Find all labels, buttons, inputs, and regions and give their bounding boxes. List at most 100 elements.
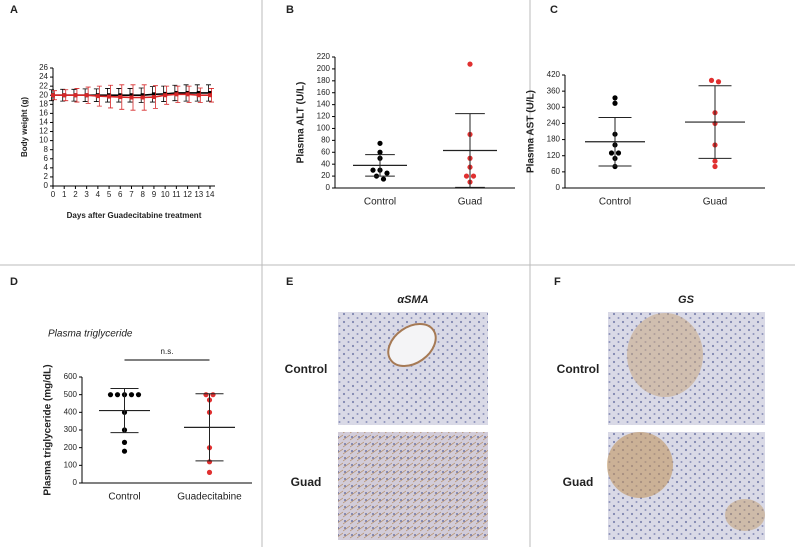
point bbox=[208, 93, 212, 98]
y-tick-label: 22 bbox=[39, 81, 48, 90]
y-tick-label: 4 bbox=[44, 163, 49, 172]
y-tick-label: 300 bbox=[64, 425, 78, 434]
image bbox=[627, 313, 703, 397]
y-tick-label: 120 bbox=[317, 112, 331, 121]
dot bbox=[121, 448, 128, 454]
y-tick-label: 0 bbox=[326, 183, 331, 192]
dot bbox=[715, 79, 722, 85]
x-tick-label: Control bbox=[108, 492, 140, 503]
y-tick-label: 0 bbox=[44, 181, 49, 190]
dot bbox=[370, 167, 376, 173]
x-tick-label: 4 bbox=[96, 190, 101, 199]
y-tick-label: 16 bbox=[39, 108, 48, 117]
y-tick-label: 26 bbox=[39, 63, 48, 72]
dot bbox=[107, 392, 114, 398]
image bbox=[387, 323, 437, 367]
y-tick-label: 0 bbox=[556, 183, 561, 192]
y-tick-label: 240 bbox=[547, 119, 561, 128]
point bbox=[107, 94, 112, 99]
x-tick-label: 1 bbox=[62, 190, 67, 199]
point bbox=[196, 93, 201, 98]
y-axis-label: Plasma triglyceride (mg/dL) bbox=[43, 364, 54, 495]
dot bbox=[612, 95, 618, 101]
row-label: Guad bbox=[291, 475, 322, 489]
y-tick-label: 18 bbox=[39, 99, 48, 108]
y-tick-label: 40 bbox=[321, 159, 330, 168]
y-tick-label: 120 bbox=[547, 151, 561, 160]
point bbox=[208, 90, 212, 95]
x-tick-label: 7 bbox=[129, 190, 134, 199]
x-tick-label: 0 bbox=[51, 190, 56, 199]
dot bbox=[203, 392, 209, 398]
dot bbox=[380, 176, 387, 182]
x-tick-label: 8 bbox=[140, 190, 145, 199]
dot bbox=[377, 140, 383, 146]
x-tick-label: Guad bbox=[703, 197, 727, 208]
dot bbox=[128, 392, 135, 398]
point bbox=[118, 95, 123, 100]
y-axis-label: Plasma AST (U/L) bbox=[526, 90, 537, 173]
point bbox=[84, 93, 89, 98]
point bbox=[95, 94, 100, 99]
y-tick-label: 140 bbox=[317, 100, 331, 109]
point bbox=[51, 93, 55, 98]
y-tick-label: 0 bbox=[73, 478, 78, 487]
row-label: Guad bbox=[563, 475, 594, 489]
point bbox=[129, 95, 134, 100]
y-tick-label: 6 bbox=[44, 154, 49, 163]
panel-label: B bbox=[286, 4, 294, 16]
panel-label: F bbox=[554, 276, 561, 288]
dot bbox=[612, 100, 618, 106]
point bbox=[151, 95, 156, 100]
dot bbox=[210, 392, 216, 398]
y-tick-label: 200 bbox=[64, 443, 78, 452]
x-tick-label: 5 bbox=[107, 190, 112, 199]
y-tick-label: 400 bbox=[64, 407, 78, 416]
point bbox=[163, 93, 168, 98]
x-tick-label: 14 bbox=[206, 190, 215, 199]
dot bbox=[712, 158, 718, 164]
image-title: αSMA bbox=[397, 294, 428, 306]
x-tick-label: 3 bbox=[84, 190, 89, 199]
image bbox=[725, 499, 765, 531]
image-title: GS bbox=[678, 294, 695, 306]
image bbox=[607, 432, 673, 498]
dot bbox=[712, 163, 718, 170]
dot bbox=[615, 150, 622, 156]
dot bbox=[708, 77, 715, 83]
point bbox=[151, 92, 156, 97]
point bbox=[140, 95, 145, 100]
y-tick-label: 12 bbox=[39, 127, 48, 136]
histology-images bbox=[338, 312, 765, 540]
x-tick-label: 12 bbox=[183, 190, 192, 199]
y-tick-label: 24 bbox=[39, 72, 48, 81]
y-tick-label: 420 bbox=[547, 70, 561, 79]
y-tick-label: 60 bbox=[551, 167, 560, 176]
y-tick-label: 2 bbox=[44, 172, 49, 181]
dot bbox=[612, 163, 618, 170]
y-tick-label: 60 bbox=[321, 147, 330, 156]
dot bbox=[608, 150, 615, 156]
x-tick-label: 11 bbox=[172, 190, 181, 199]
row-label: Control bbox=[557, 362, 600, 376]
panel-label: A bbox=[10, 4, 18, 16]
x-tick-label: 2 bbox=[73, 190, 78, 199]
y-tick-label: 180 bbox=[547, 135, 561, 144]
panel-label: D bbox=[10, 276, 18, 288]
x-tick-label: Guadecitabine bbox=[177, 492, 242, 503]
y-axis-label: Body weight (g) bbox=[20, 97, 29, 157]
point bbox=[185, 92, 190, 97]
y-tick-label: 20 bbox=[321, 171, 330, 180]
point bbox=[140, 93, 145, 98]
dot bbox=[135, 392, 142, 398]
dot bbox=[470, 173, 477, 179]
y-tick-label: 20 bbox=[39, 90, 48, 99]
y-axis-label: Plasma ALT (U/L) bbox=[296, 82, 307, 164]
x-tick-label: Guad bbox=[458, 197, 482, 208]
y-tick-label: 600 bbox=[64, 372, 78, 381]
dot bbox=[206, 469, 213, 475]
y-tick-label: 80 bbox=[321, 135, 330, 144]
y-tick-label: 14 bbox=[39, 118, 48, 127]
y-tick-label: 180 bbox=[317, 76, 331, 85]
